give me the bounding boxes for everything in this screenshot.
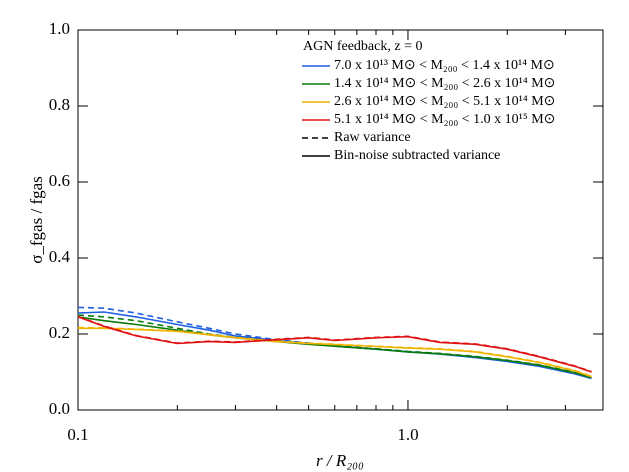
line (77, 316, 592, 373)
x-tick-label: 0.1 (67, 425, 88, 444)
legend-label: 1.4 x 10¹⁴ M⊙ < M₂₀₀ < 2.6 x 10¹⁴ M⊙ (334, 76, 555, 91)
plot-frame (77, 29, 604, 411)
y-tick-label: 0.0 (49, 399, 70, 418)
x-axis-label: r / R₂₀₀ (316, 451, 364, 470)
line (78, 327, 592, 378)
y-tick-label: 0.4 (49, 247, 71, 266)
raw-line (77, 326, 592, 377)
raw-line (77, 306, 592, 379)
x-tick-label: 1.0 (397, 425, 418, 444)
y-tick-label: 0.6 (49, 171, 70, 190)
legend-label: Bin-noise subtracted variance (334, 148, 500, 163)
legend-label: 5.1 x 10¹⁴ M⊙ < M₂₀₀ < 1.0 x 10¹⁵ M⊙ (334, 112, 555, 127)
y-axis-label: σ_fgas / fgas (27, 176, 46, 264)
y-tick-label: 1.0 (49, 19, 70, 38)
legend-title: AGN feedback, z = 0 (303, 39, 422, 54)
legend-label: 2.6 x 10¹⁴ M⊙ < M₂₀₀ < 5.1 x 10¹⁴ M⊙ (334, 94, 555, 109)
y-tick-label: 0.8 (49, 95, 70, 114)
legend-label: 7.0 x 10¹³ M⊙ < M₂₀₀ < 1.4 x 10¹⁴ M⊙ (334, 58, 555, 73)
y-tick-label: 0.2 (49, 323, 70, 342)
legend-label: Raw variance (334, 130, 411, 145)
line (77, 316, 592, 379)
